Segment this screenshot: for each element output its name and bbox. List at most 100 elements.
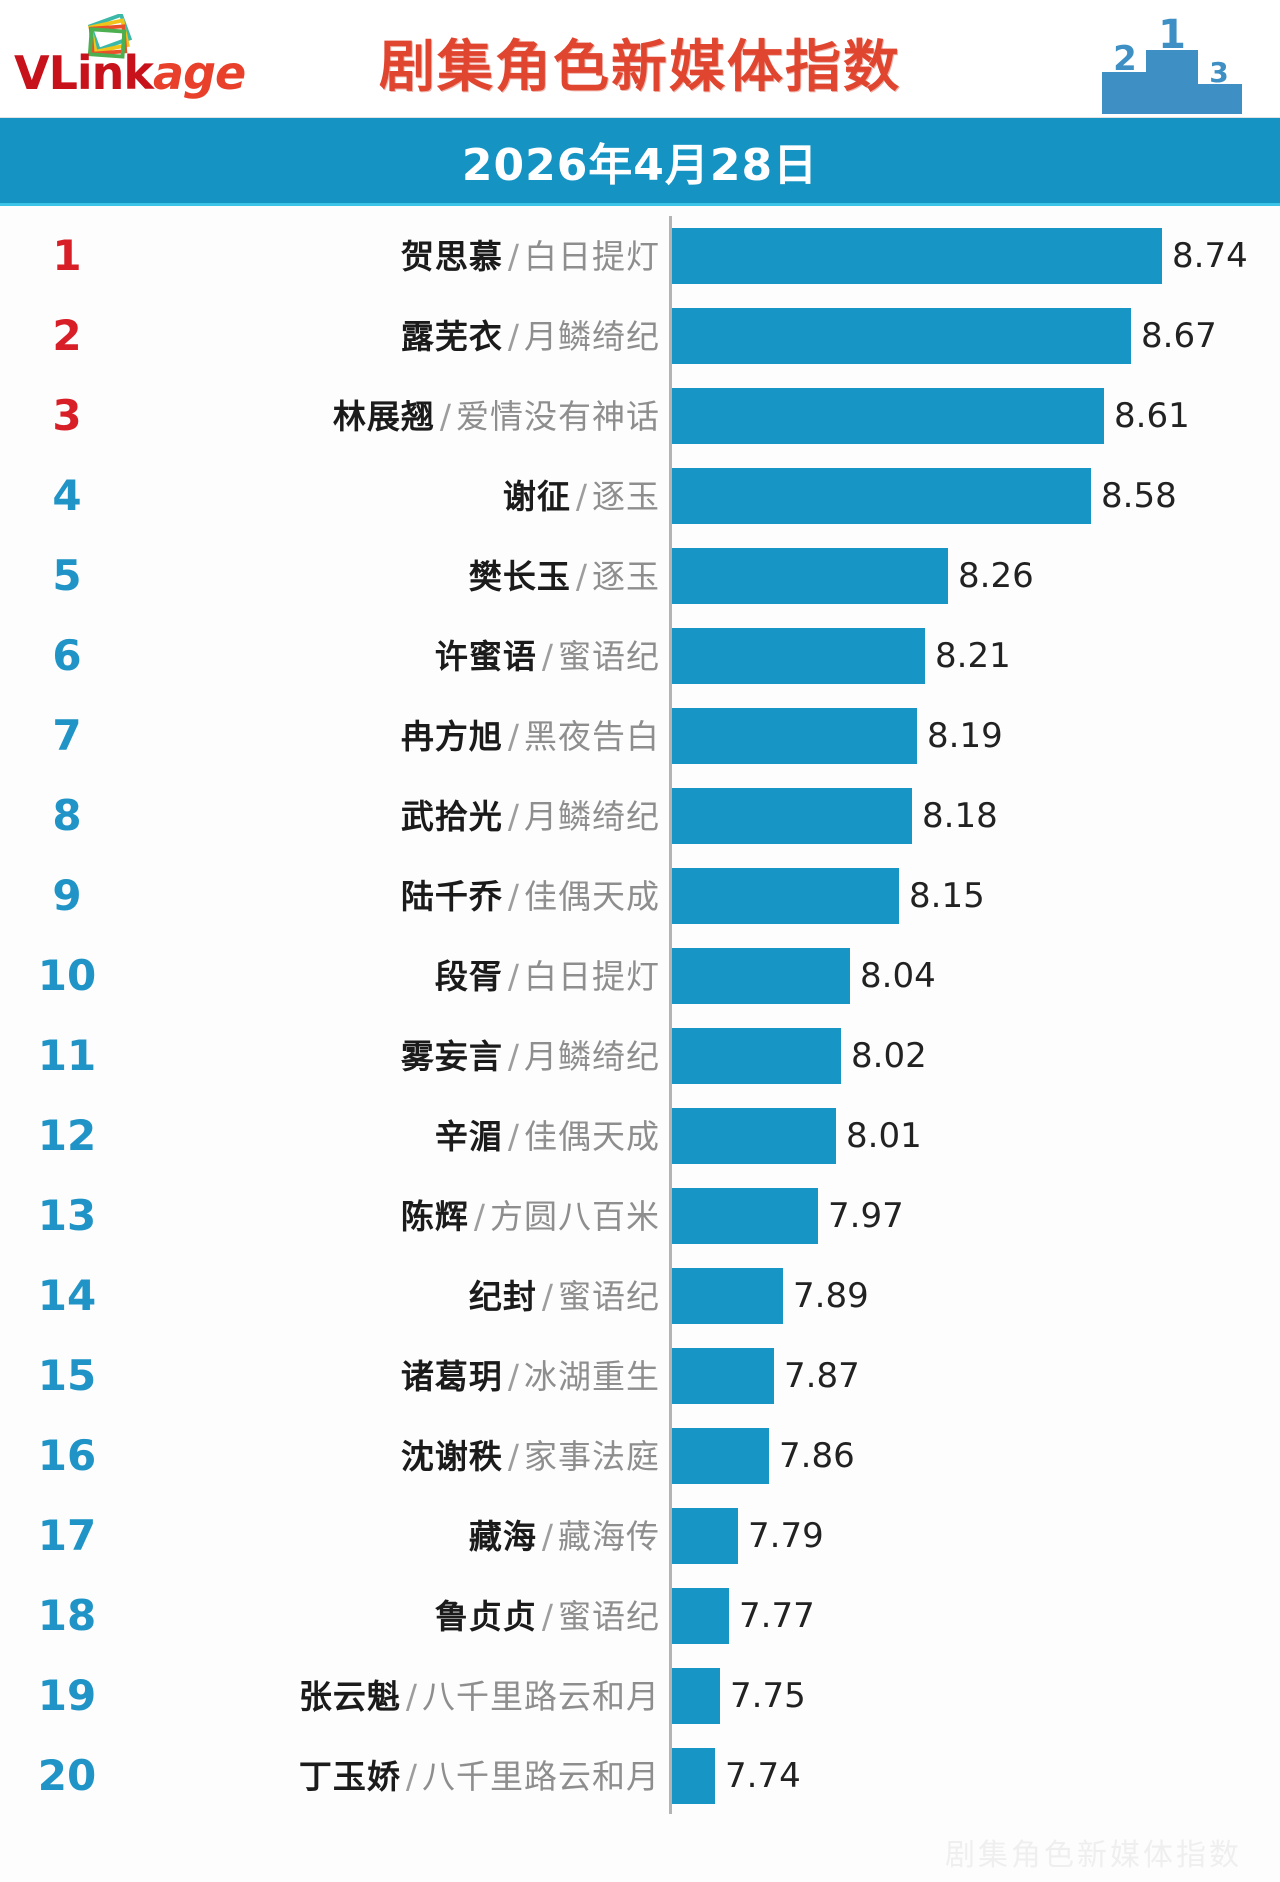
character-name: 藏海	[468, 1516, 537, 1556]
rank-number: 3	[52, 391, 82, 440]
bar-and-value: 8.15	[672, 868, 1280, 924]
index-bar	[672, 788, 912, 844]
index-bar	[672, 308, 1131, 364]
table-row: 3 林展翘 / 爱情没有神话 8.61	[0, 376, 1280, 456]
show-title: 佳偶天成	[524, 876, 660, 916]
brand-logo: VLinkage	[14, 12, 284, 108]
svg-text:3: 3	[1209, 56, 1228, 89]
index-value: 8.04	[860, 956, 936, 996]
stacked-cards-icon	[80, 12, 138, 66]
table-row: 11 雾妄言 / 月鳞绮纪 8.02	[0, 1016, 1280, 1096]
bar-and-value: 8.18	[672, 788, 1280, 844]
rank-number: 7	[52, 711, 82, 760]
rank-number: 12	[37, 1111, 97, 1160]
brand-primary-text: VLink	[14, 46, 154, 100]
index-bar	[672, 1108, 836, 1164]
name-show-separator: /	[575, 476, 587, 516]
name-show-separator: /	[507, 1436, 519, 1476]
show-title: 白日提灯	[524, 956, 660, 996]
bar-and-value: 7.75	[672, 1668, 1280, 1724]
character-show-label: 樊长玉 / 逐玉	[120, 560, 660, 593]
show-title: 冰湖重生	[524, 1356, 660, 1396]
character-show-label: 丁玉娇 / 八千里路云和月	[120, 1760, 660, 1793]
bar-and-value: 8.58	[672, 468, 1280, 524]
name-show-separator: /	[439, 396, 451, 436]
name-show-separator: /	[507, 1116, 519, 1156]
bar-and-value: 8.04	[672, 948, 1280, 1004]
name-show-separator: /	[507, 316, 519, 356]
character-name: 武拾光	[400, 796, 503, 836]
show-title: 藏海传	[558, 1516, 660, 1556]
bar-and-value: 8.21	[672, 628, 1280, 684]
index-value: 8.74	[1172, 236, 1248, 276]
bar-and-value: 7.74	[672, 1748, 1280, 1804]
index-value: 7.74	[725, 1756, 801, 1796]
character-show-label: 鲁贞贞 / 蜜语纪	[120, 1600, 660, 1633]
index-bar	[672, 628, 925, 684]
character-name: 贺思慕	[400, 236, 503, 276]
show-title: 月鳞绮纪	[524, 316, 660, 356]
bar-and-value: 7.87	[672, 1348, 1280, 1404]
index-value: 7.87	[784, 1356, 860, 1396]
character-show-label: 诸葛玥 / 冰湖重生	[120, 1360, 660, 1393]
character-show-label: 雾妄言 / 月鳞绮纪	[120, 1040, 660, 1073]
index-value: 8.15	[909, 876, 985, 916]
bar-and-value: 8.02	[672, 1028, 1280, 1084]
character-show-label: 许蜜语 / 蜜语纪	[120, 640, 660, 673]
index-value: 7.89	[793, 1276, 869, 1316]
index-value: 8.21	[935, 636, 1011, 676]
character-name: 樊长玉	[468, 556, 571, 596]
name-show-separator: /	[575, 556, 587, 596]
character-name: 许蜜语	[434, 636, 537, 676]
character-show-label: 纪封 / 蜜语纪	[120, 1280, 660, 1313]
rank-number: 5	[52, 551, 82, 600]
character-show-label: 陆千乔 / 佳偶天成	[120, 880, 660, 913]
character-name: 鲁贞贞	[434, 1596, 537, 1636]
table-row: 7 冉方旭 / 黑夜告白 8.19	[0, 696, 1280, 776]
character-name: 段胥	[434, 956, 503, 996]
show-title: 月鳞绮纪	[524, 1036, 660, 1076]
table-row: 2 露芜衣 / 月鳞绮纪 8.67	[0, 296, 1280, 376]
index-bar	[672, 468, 1091, 524]
table-row: 6 许蜜语 / 蜜语纪 8.21	[0, 616, 1280, 696]
rank-number: 20	[37, 1751, 97, 1800]
character-show-label: 段胥 / 白日提灯	[120, 960, 660, 993]
name-show-separator: /	[541, 1596, 553, 1636]
show-title: 蜜语纪	[558, 1596, 660, 1636]
character-name: 陈辉	[400, 1196, 469, 1236]
index-bar	[672, 1028, 841, 1084]
ranking-row-list: 1 贺思慕 / 白日提灯 8.74 2 露芜衣 / 月鳞绮纪 8.67 3 林展翘 / 爱情没有神话 8.6…	[0, 216, 1280, 1816]
show-title: 蜜语纪	[558, 636, 660, 676]
show-title: 月鳞绮纪	[524, 796, 660, 836]
page-header: VLinkage 剧集角色新媒体指数 1 2 3	[0, 0, 1280, 118]
name-show-separator: /	[507, 956, 519, 996]
brand-wordmark: VLinkage	[14, 50, 246, 96]
table-row: 19 张云魁 / 八千里路云和月 7.75	[0, 1656, 1280, 1736]
name-show-separator: /	[507, 796, 519, 836]
character-show-label: 武拾光 / 月鳞绮纪	[120, 800, 660, 833]
character-show-label: 冉方旭 / 黑夜告白	[120, 720, 660, 753]
index-value: 7.79	[748, 1516, 824, 1556]
name-show-separator: /	[541, 1276, 553, 1316]
character-show-label: 林展翘 / 爱情没有神话	[120, 400, 660, 433]
character-show-label: 辛湄 / 佳偶天成	[120, 1120, 660, 1153]
index-bar	[672, 1748, 715, 1804]
rank-number: 15	[37, 1351, 97, 1400]
bar-and-value: 7.77	[672, 1588, 1280, 1644]
show-title: 八千里路云和月	[422, 1756, 660, 1796]
index-value: 8.02	[851, 1036, 927, 1076]
bar-and-value: 8.67	[672, 308, 1280, 364]
table-row: 15 诸葛玥 / 冰湖重生 7.87	[0, 1336, 1280, 1416]
rank-number: 11	[37, 1031, 97, 1080]
index-bar	[672, 388, 1104, 444]
character-show-label: 贺思慕 / 白日提灯	[120, 240, 660, 273]
index-value: 8.58	[1101, 476, 1177, 516]
character-name: 冉方旭	[400, 716, 503, 756]
character-show-label: 陈辉 / 方圆八百米	[120, 1200, 660, 1233]
index-value: 8.19	[927, 716, 1003, 756]
show-title: 蜜语纪	[558, 1276, 660, 1316]
name-show-separator: /	[541, 1516, 553, 1556]
index-bar	[672, 868, 899, 924]
svg-text:1: 1	[1158, 14, 1186, 58]
index-value: 8.67	[1141, 316, 1217, 356]
